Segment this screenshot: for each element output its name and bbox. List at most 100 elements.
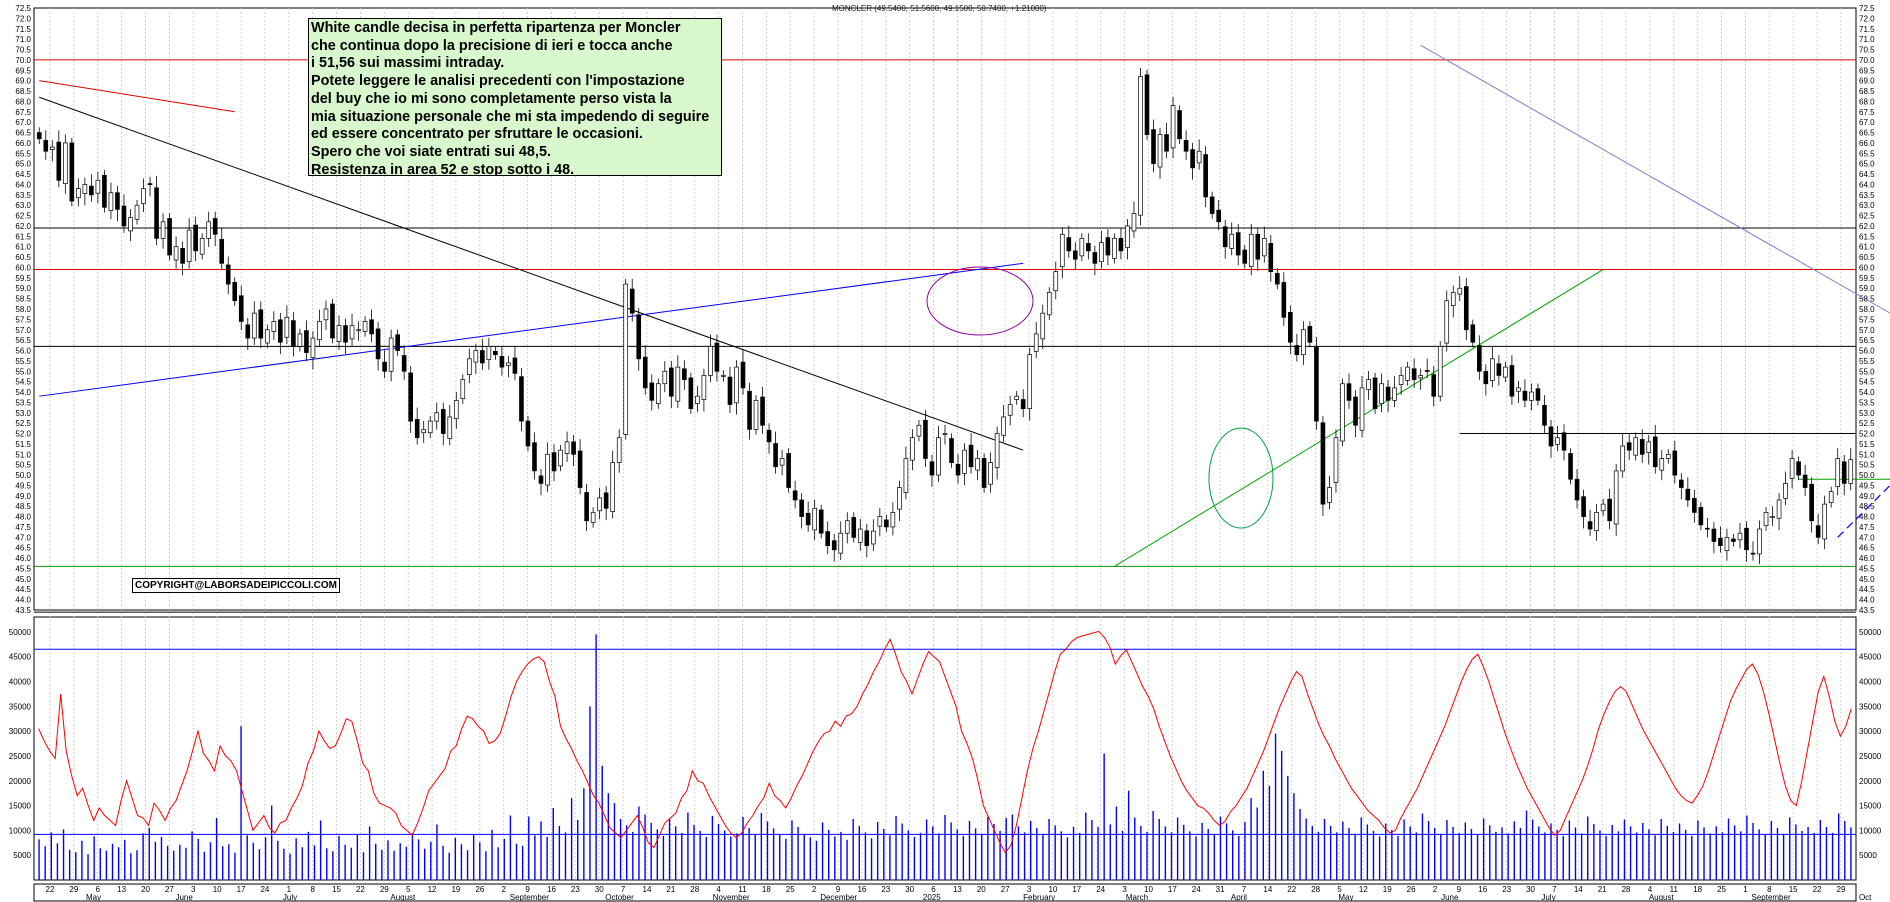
x-day-label: 19 bbox=[451, 885, 460, 894]
candle bbox=[382, 350, 387, 379]
candle-body bbox=[375, 328, 381, 360]
trendline bbox=[39, 80, 235, 113]
x-day-label: 2 bbox=[1433, 885, 1438, 894]
candle-body bbox=[1424, 370, 1430, 372]
candle-body bbox=[708, 346, 713, 376]
candle-body bbox=[1183, 140, 1189, 152]
candle-body bbox=[225, 264, 231, 285]
candle-body bbox=[95, 179, 101, 194]
candle-body bbox=[1457, 287, 1463, 295]
candle bbox=[792, 480, 798, 509]
y-tick-label-right: 51.0 bbox=[1859, 450, 1875, 459]
candle bbox=[1848, 447, 1854, 491]
vol-tick-label-left: 15000 bbox=[9, 802, 32, 811]
candle-body bbox=[382, 361, 387, 372]
candle-body bbox=[1841, 461, 1847, 484]
candle bbox=[284, 305, 290, 345]
x-month-label: July bbox=[1541, 893, 1555, 902]
candle-body bbox=[1359, 387, 1365, 431]
candle-body bbox=[864, 530, 870, 546]
candle bbox=[493, 346, 498, 360]
candle-body bbox=[857, 528, 863, 543]
candle-body bbox=[265, 329, 270, 344]
candle-body bbox=[1815, 525, 1821, 538]
candle bbox=[1424, 358, 1430, 379]
candle-body bbox=[408, 372, 413, 422]
y-tick-label-left: 62.0 bbox=[15, 222, 31, 231]
x-day-label: 29 bbox=[69, 885, 78, 894]
candle bbox=[336, 315, 342, 350]
highlight-ellipse bbox=[926, 266, 1034, 336]
candle bbox=[512, 346, 518, 381]
candle-body bbox=[1522, 390, 1528, 401]
y-tick-label-right: 61.0 bbox=[1859, 243, 1875, 252]
note-line: White candle decisa in perfetta riparten… bbox=[311, 20, 681, 36]
y-tick-label-right: 67.5 bbox=[1859, 108, 1875, 117]
y-tick-label-right: 66.5 bbox=[1859, 129, 1875, 138]
candle bbox=[1490, 346, 1495, 388]
note-line: i 51,56 sui massimi intraday. bbox=[311, 55, 505, 72]
candle-body bbox=[414, 419, 420, 439]
candle-body bbox=[453, 399, 459, 419]
y-tick-label-left: 54.0 bbox=[15, 388, 31, 397]
candle bbox=[1086, 233, 1091, 260]
candle-body bbox=[994, 433, 1000, 468]
y-tick-label-left: 61.5 bbox=[15, 232, 31, 241]
candle-body bbox=[1066, 237, 1072, 252]
x-day-label: 29 bbox=[380, 885, 389, 894]
candle bbox=[1027, 347, 1033, 421]
x-month-label: July bbox=[283, 893, 297, 902]
x-day-label: 23 bbox=[571, 885, 580, 894]
y-tick-label-right: 54.5 bbox=[1859, 378, 1875, 387]
candle bbox=[721, 370, 726, 382]
candle bbox=[1125, 219, 1130, 260]
candle-body bbox=[427, 420, 433, 434]
candle bbox=[1242, 244, 1248, 269]
candle-body bbox=[1001, 416, 1006, 436]
candle bbox=[1620, 434, 1625, 478]
candle bbox=[1157, 127, 1163, 179]
note-line: Spero che voi siate entrati sui 48,5. bbox=[311, 143, 551, 160]
candle-body bbox=[506, 362, 511, 366]
candle bbox=[1053, 261, 1059, 300]
candle bbox=[577, 439, 583, 495]
y-tick-label-right: 44.5 bbox=[1859, 585, 1875, 594]
candle bbox=[473, 343, 479, 374]
x-day-label: 21 bbox=[666, 885, 675, 894]
candle bbox=[193, 216, 198, 262]
vol-tick-label-right: 35000 bbox=[1859, 702, 1882, 711]
y-tick-label-right: 65.0 bbox=[1859, 160, 1875, 169]
candle bbox=[636, 307, 642, 371]
y-tick-label-right: 50.5 bbox=[1859, 461, 1875, 470]
candle bbox=[877, 508, 883, 537]
y-tick-label-left: 52.0 bbox=[15, 430, 31, 439]
candle-body bbox=[655, 383, 661, 405]
candle-body bbox=[1281, 282, 1287, 318]
candle-body bbox=[128, 217, 133, 232]
candle bbox=[271, 311, 277, 340]
candle-body bbox=[1646, 441, 1652, 453]
trendline bbox=[39, 96, 1024, 451]
y-tick-label-right: 45.5 bbox=[1859, 564, 1875, 573]
candle-body bbox=[167, 218, 172, 256]
y-tick-label-right: 55.5 bbox=[1859, 357, 1875, 366]
trendline bbox=[1420, 44, 1890, 314]
candle bbox=[1444, 290, 1450, 352]
x-day-label: 14 bbox=[643, 885, 652, 894]
candle bbox=[1314, 337, 1319, 430]
candle bbox=[1750, 541, 1756, 561]
candle bbox=[1555, 425, 1560, 452]
candle bbox=[1522, 379, 1528, 408]
y-tick-label-right: 61.5 bbox=[1859, 232, 1875, 241]
x-day-label: 17 bbox=[1072, 885, 1081, 894]
y-tick-label-left: 44.5 bbox=[15, 585, 31, 594]
x-month-label: October bbox=[605, 893, 634, 902]
candle-body bbox=[460, 379, 466, 400]
y-tick-label-left: 58.5 bbox=[15, 295, 31, 304]
candle-body bbox=[486, 346, 492, 361]
candle-body bbox=[1366, 379, 1371, 390]
candle-body bbox=[695, 395, 700, 405]
x-day-label: 12 bbox=[428, 885, 437, 894]
candle-body bbox=[1463, 286, 1469, 331]
candle bbox=[167, 213, 172, 261]
